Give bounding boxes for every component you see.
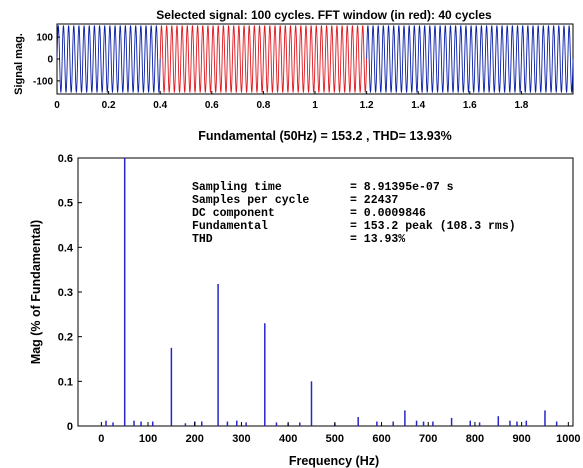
fft-info-annotation: Sampling time = 8.91395e-07 s Samples pe… xyxy=(192,181,516,246)
spectrum-x-tick-label: 100 xyxy=(139,433,157,445)
spectrum-x-tick-label: 500 xyxy=(326,433,344,445)
signal-x-tick-label: 0.4 xyxy=(153,100,167,111)
info-label-thd: THD xyxy=(192,233,213,246)
signal-x-tick-label: 0.6 xyxy=(205,100,219,111)
spectrum-y-tick-label: 0.4 xyxy=(58,242,74,254)
signal-y-tick-label: 100 xyxy=(36,33,53,44)
spectrum-x-tick-label: 700 xyxy=(419,433,437,445)
signal-chart-ylabel: Signal mag. xyxy=(13,33,25,95)
spectrum-x-tick-label: 800 xyxy=(466,433,484,445)
signal-x-tick-label: 1 xyxy=(312,100,318,111)
spectrum-bars xyxy=(105,158,558,426)
spectrum-plot-frame xyxy=(77,157,574,427)
info-value-dc-component: = 0.0009846 xyxy=(350,207,426,220)
info-value-fundamental: = 153.2 peak (108.3 rms) xyxy=(350,220,516,233)
spectrum-y-tick-label: 0.6 xyxy=(58,153,73,165)
spectrum-x-tick-label: 0 xyxy=(98,433,104,445)
spectrum-y-tick-label: 0.2 xyxy=(58,332,73,344)
spectrum-axis-ticks: 0 100 200 300 400 500 600 700 800 900 1000 0 0.1 0.2 0… xyxy=(58,153,581,445)
signal-x-tick-label: 1.8 xyxy=(514,100,528,111)
info-label-fundamental: Fundamental xyxy=(192,220,268,233)
spectrum-x-tick-label: 600 xyxy=(372,433,390,445)
spectrum-chart-title: Fundamental (50Hz) = 153.2 , THD= 13.93% xyxy=(198,129,452,143)
spectrum-x-tick-label: 200 xyxy=(186,433,204,445)
signal-x-tick-label: 1.2 xyxy=(360,100,374,111)
spectrum-chart-ylabel: Mag (% of Fundamental) xyxy=(29,220,43,364)
spectrum-y-tick-label: 0.3 xyxy=(58,287,73,299)
signal-x-tick-label: 0 xyxy=(54,100,60,111)
info-value-sampling-time: = 8.91395e-07 s xyxy=(350,181,454,194)
signal-traces xyxy=(56,25,574,93)
spectrum-y-tick-label: 0 xyxy=(67,421,73,433)
spectrum-x-tick-label: 300 xyxy=(232,433,250,445)
info-label-samples-per-cycle: Samples per cycle xyxy=(192,194,309,207)
signal-y-tick-label: -100 xyxy=(33,76,53,87)
spectrum-y-tick-label: 0.1 xyxy=(58,376,73,388)
spectrum-chart-xlabel: Frequency (Hz) xyxy=(289,454,379,468)
fft-window-trace xyxy=(159,25,368,93)
signal-axis-ticks: 0 0.2 0.4 0.6 0.8 1 1.2 1.4 1.6 1.8 100 0 -100 xyxy=(33,33,529,111)
spectrum-x-tick-label: 1000 xyxy=(556,433,580,445)
signal-trace-before-window xyxy=(56,25,161,93)
info-label-dc-component: DC component xyxy=(192,207,275,220)
signal-trace-after-window xyxy=(366,25,574,93)
signal-x-tick-label: 1.4 xyxy=(411,100,425,111)
info-value-samples-per-cycle: = 22437 xyxy=(350,194,398,207)
signal-x-tick-label: 1.6 xyxy=(463,100,477,111)
signal-x-tick-label: 0.8 xyxy=(256,100,270,111)
signal-plot-area: 0 0.2 0.4 0.6 0.8 1 1.2 1.4 1.6 1.8 100 0 -100 xyxy=(33,23,574,111)
info-label-sampling-time: Sampling time xyxy=(192,181,282,194)
signal-x-tick-label: 0.2 xyxy=(102,100,116,111)
signal-chart-title: Selected signal: 100 cycles. FFT window … xyxy=(156,8,492,22)
spectrum-x-tick-label: 900 xyxy=(512,433,530,445)
spectrum-y-tick-label: 0.5 xyxy=(58,198,73,210)
signal-y-tick-label: 0 xyxy=(47,55,53,66)
spectrum-x-tick-label: 400 xyxy=(279,433,297,445)
info-value-thd: = 13.93% xyxy=(350,233,405,246)
